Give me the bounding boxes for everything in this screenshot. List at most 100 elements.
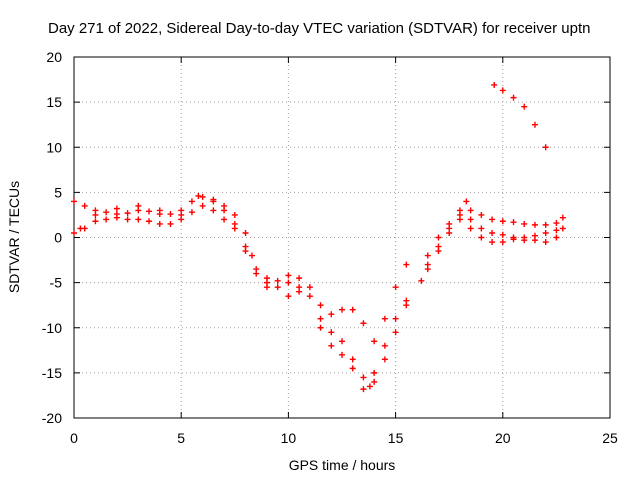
data-point (392, 315, 399, 322)
data-point (349, 365, 356, 372)
data-point (521, 220, 528, 227)
data-points (71, 81, 566, 393)
data-point (156, 220, 163, 227)
data-point (124, 216, 131, 223)
data-point (146, 208, 153, 215)
data-point (360, 320, 367, 327)
x-tick-label: 15 (388, 430, 404, 446)
data-point (381, 315, 388, 322)
data-point (199, 202, 206, 209)
data-point (188, 209, 195, 216)
data-point (317, 324, 324, 331)
data-point (317, 302, 324, 309)
data-point (366, 383, 373, 390)
data-point (521, 103, 528, 110)
data-point (124, 210, 131, 217)
data-point (285, 293, 292, 300)
y-tick-label: 15 (46, 94, 62, 110)
data-point (188, 198, 195, 205)
data-point (463, 198, 470, 205)
data-point (167, 211, 174, 218)
data-point (403, 261, 410, 268)
data-point (531, 237, 538, 244)
series-4 (491, 81, 549, 151)
data-point (248, 252, 255, 259)
data-point (210, 196, 217, 203)
y-tick-label: 10 (46, 139, 62, 155)
data-point (231, 211, 238, 218)
data-point (553, 220, 560, 227)
data-point (531, 221, 538, 228)
data-point (231, 220, 238, 227)
data-point (242, 229, 249, 236)
data-point (135, 202, 142, 209)
data-point (491, 81, 498, 88)
data-point (371, 338, 378, 345)
grid-lines (74, 57, 610, 418)
data-point (135, 216, 142, 223)
y-tick-label: -10 (42, 320, 62, 336)
data-point (253, 270, 260, 277)
data-point (71, 198, 77, 205)
x-tick-label: 10 (281, 430, 297, 446)
data-point (113, 205, 120, 212)
y-tick-label: 20 (46, 49, 62, 65)
x-tick-label: 25 (602, 430, 618, 446)
y-axis-label: SDTVAR / TECUs (6, 181, 22, 293)
data-point (456, 216, 463, 223)
data-point (77, 225, 84, 232)
data-point (489, 216, 496, 223)
data-point (221, 207, 228, 214)
data-point (296, 284, 303, 291)
series-2 (71, 202, 566, 390)
data-point (542, 144, 549, 151)
x-tick-label: 5 (177, 430, 185, 446)
data-point (221, 216, 228, 223)
data-point (381, 342, 388, 349)
data-point (467, 216, 474, 223)
data-point (478, 211, 485, 218)
data-point (446, 229, 453, 236)
data-point (156, 207, 163, 214)
data-point (424, 266, 431, 273)
data-point (92, 211, 99, 218)
data-point (381, 356, 388, 363)
data-point (424, 252, 431, 259)
data-point (499, 239, 506, 246)
data-point (349, 306, 356, 313)
data-point (263, 284, 270, 291)
data-point (542, 239, 549, 246)
data-point (296, 275, 303, 282)
x-tick-label: 0 (70, 430, 78, 446)
data-point (178, 211, 185, 218)
data-point (553, 234, 560, 241)
data-point (81, 202, 88, 209)
data-point (392, 284, 399, 291)
data-point (499, 218, 506, 225)
y-tick-label: -5 (50, 275, 63, 291)
series-3 (77, 192, 560, 393)
y-tick-label: -20 (42, 410, 62, 426)
data-point (392, 329, 399, 336)
data-point (71, 229, 77, 236)
data-point (478, 225, 485, 232)
data-point (360, 374, 367, 381)
data-point (510, 219, 517, 226)
axis-ticks (73, 56, 611, 419)
data-point (446, 220, 453, 227)
data-point (103, 216, 110, 223)
data-point (489, 239, 496, 246)
data-point (146, 218, 153, 225)
data-point (499, 87, 506, 94)
data-point (371, 369, 378, 376)
data-point (274, 284, 281, 291)
data-point (435, 234, 442, 241)
data-point (349, 356, 356, 363)
data-point (371, 378, 378, 385)
y-tick-labels: -20 -15 -10 -5 0 5 10 15 20 (42, 49, 62, 426)
data-point (199, 193, 206, 200)
series-1 (71, 193, 566, 345)
data-point (542, 229, 549, 236)
data-point (285, 272, 292, 279)
